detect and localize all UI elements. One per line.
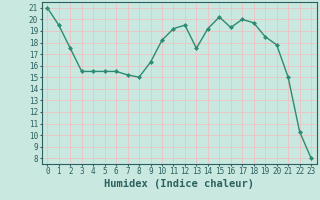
X-axis label: Humidex (Indice chaleur): Humidex (Indice chaleur) bbox=[104, 179, 254, 189]
